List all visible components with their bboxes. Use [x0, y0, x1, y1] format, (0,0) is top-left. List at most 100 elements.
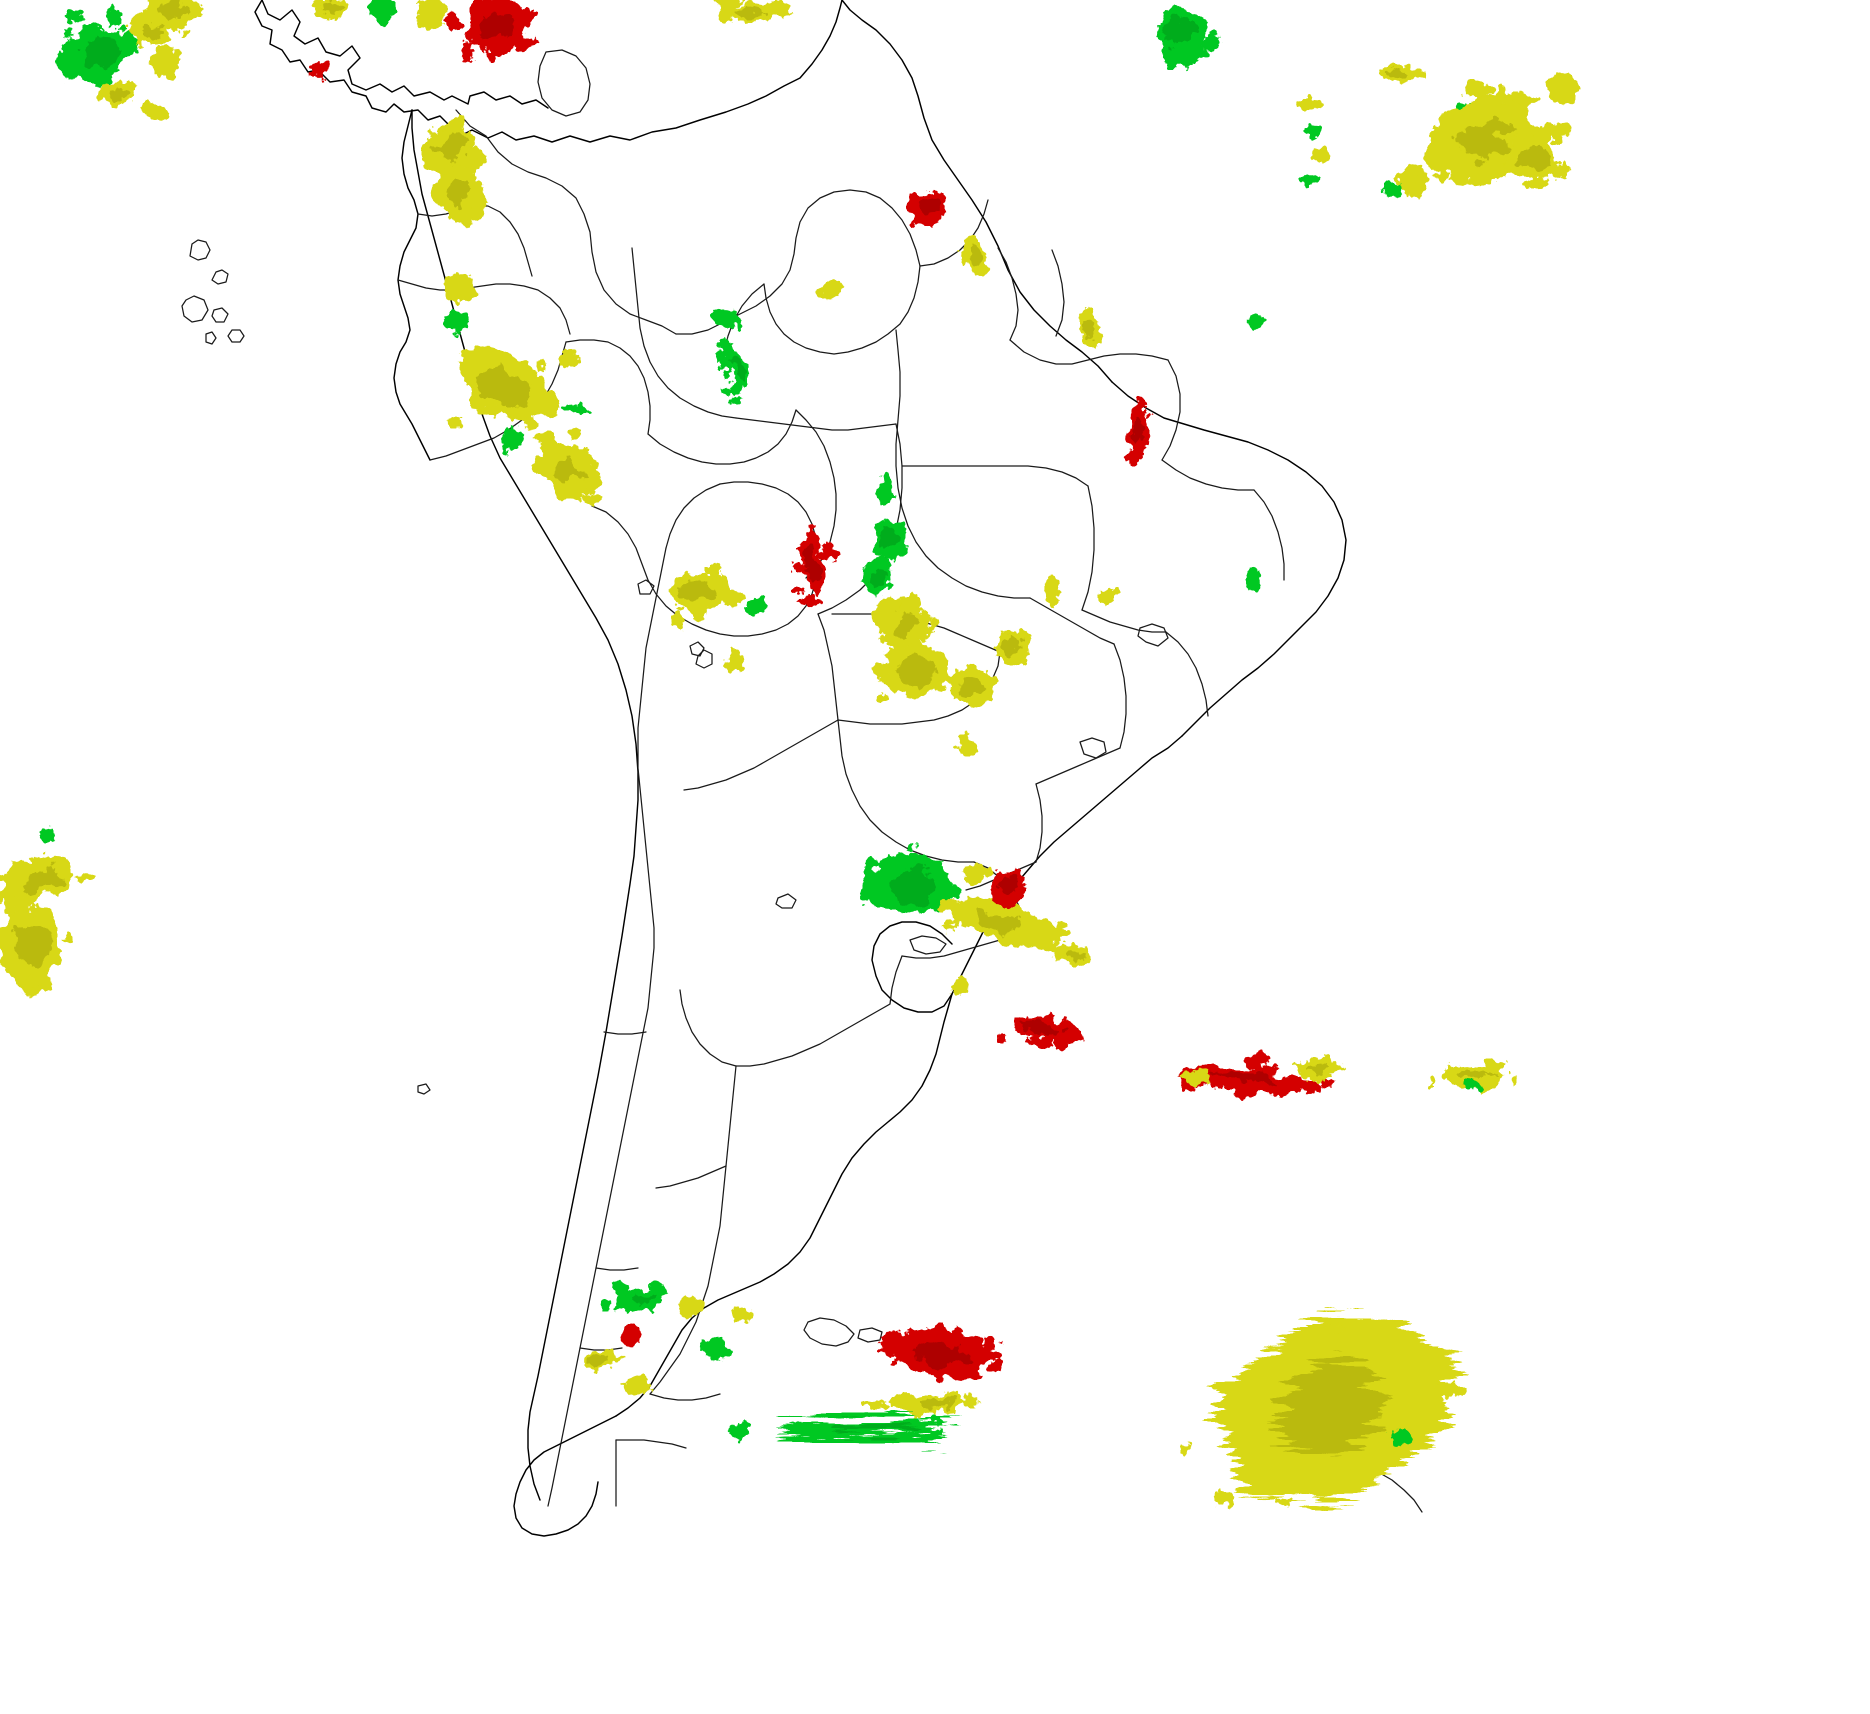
patch-patagonia-yellow-4-core: [625, 1373, 652, 1397]
patch-brazil-yellow-2: [1096, 588, 1121, 605]
patch-paraguay-yellow-5-core: [955, 731, 976, 758]
patch-patagonia-green-2-core: [698, 1337, 731, 1360]
patch-paraguay-yellow-4-dense: [1002, 635, 1022, 657]
patch-sw-pacific-yellow-1-dense: [22, 867, 61, 894]
patch-matogrosso-green-2: [874, 520, 907, 561]
patch-bolivia-yellow-1-dense: [551, 456, 586, 487]
patch-ne-atlantic-green-1-dense: [1163, 17, 1194, 47]
patch-malvinas-red-1: [878, 1326, 1004, 1380]
patch-southern-green-1-speck-0: [729, 1421, 752, 1441]
patch-atlantic-yellow-2-dense: [1306, 1063, 1332, 1076]
patch-uruguay-red-1: [990, 868, 1027, 908]
patch-pacific-nw-yellow-5-core: [148, 44, 181, 78]
patch-southern-yellow-1-speck-0: [864, 1400, 890, 1410]
patch-ne-brazil-red-1-speck-3: [1127, 450, 1140, 468]
patch-chaco-yellow-1-speck-2: [720, 589, 745, 607]
patch-centralam-yellow-1: [309, 0, 350, 20]
patch-antarctic-yellow-2-core: [1436, 1381, 1467, 1399]
patch-peru-yellow-1-speck-3: [484, 402, 504, 417]
patch-guyana-red-1-dense: [918, 197, 941, 217]
patch-caribbean-yellow-2: [714, 0, 746, 8]
patch-patagonia-red-1-core: [621, 1324, 641, 1348]
patch-amazon-yellow-1: [819, 280, 844, 300]
patch-centralam-green-1: [366, 0, 395, 24]
patch-patagonia-yellow-1: [678, 1296, 705, 1317]
patch-peru-yellow-1-dense: [479, 369, 532, 406]
patch-ne-brazil-green-1-core: [1250, 313, 1265, 329]
patch-centralam-yellow-2-core: [414, 0, 448, 30]
patch-ne-atlantic-yellow-7-speck-4: [1416, 170, 1423, 181]
patch-southern-yellow-1-speck-4: [966, 1395, 979, 1406]
patch-southern-green-1-dense: [833, 1421, 923, 1435]
patch-caribbean-yellow-1-dense: [736, 8, 766, 18]
patch-ne-atlantic-yellow-5: [1311, 146, 1330, 163]
patch-sw-pacific-yellow-2-speck-4: [7, 908, 25, 914]
patch-uruguay-yellow-1-dense: [971, 908, 1023, 933]
patch-southern-green-1: [729, 1415, 961, 1444]
patch-sw-pacific-yellow-2-speck-3: [60, 933, 75, 943]
patch-ne-atlantic-green-1-speck-3: [1202, 30, 1221, 52]
patch-ne-atlantic-green-1-speck-2: [1167, 60, 1178, 68]
patch-ne-atlantic-yellow-4: [1547, 71, 1583, 105]
patch-ne-atlantic-yellow-8-speck-1: [1559, 162, 1570, 178]
patch-bolivia-red-1-dense: [803, 545, 819, 587]
patch-costarica-red-1: [307, 61, 330, 79]
patch-argentina-green-1: [861, 841, 960, 914]
patch-atlantic-yellow-3-speck-4: [1428, 1075, 1436, 1087]
patch-ne-atlantic-green-4: [1298, 174, 1321, 186]
patch-amazon-green-2-speck-1: [717, 348, 729, 365]
patch-atlantic-yellow-3-speck-0: [1476, 1075, 1499, 1092]
patch-argentina-green-1-speck-1: [908, 841, 917, 854]
patch-paraguay-yellow-1-dense: [894, 610, 924, 635]
patch-atlantic-red-1-speck-0: [999, 1031, 1008, 1043]
patch-amazon-green-1: [712, 308, 739, 329]
patch-amazon-green-2: [717, 319, 752, 405]
patch-amazon-green-2-speck-3: [730, 380, 744, 396]
patch-pacific-nw-yellow-3-dense: [109, 88, 131, 100]
patch-ne-brazil-red-1-dense: [1132, 418, 1144, 446]
patch-se-brazil-green-1: [1248, 568, 1261, 593]
patch-atlantic-red-3-core: [1245, 1053, 1269, 1072]
patch-colombia-yellow-2-speck-0: [443, 165, 455, 176]
patch-patagonia-green-2: [698, 1337, 731, 1360]
patch-matogrosso-green-1-core: [878, 471, 895, 503]
patch-ne-atlantic-yellow-2-core: [1463, 82, 1493, 98]
patch-pacific-nw-green-1-speck-0: [64, 29, 74, 37]
patch-patagonia-green-1: [599, 1281, 668, 1312]
patch-patagonia-green-1-speck-0: [613, 1281, 631, 1293]
patch-pacific-nw-yellow-3: [96, 80, 137, 106]
patch-sw-pacific-green-1: [37, 828, 57, 844]
patch-ne-atlantic-green-5: [1382, 183, 1404, 197]
patch-ecuador-yellow-1-core: [445, 272, 475, 302]
patch-amazon-green-2-speck-4: [719, 338, 734, 349]
patch-brazil-yellow-1: [1044, 576, 1060, 609]
patch-chaco-yellow-2-core: [723, 650, 744, 672]
patch-bolivia-red-1-speck-1: [791, 564, 810, 572]
patch-pacific-nw-green-1-speck-3: [64, 10, 84, 23]
patch-ecuador-yellow-1: [445, 272, 475, 302]
patch-atlantic-yellow-1-core: [1182, 1067, 1208, 1084]
patch-atlantic-green-1: [1463, 1079, 1485, 1090]
patch-paraguay-yellow-2-speck-3: [871, 662, 885, 678]
patch-bolivia-yellow-1-speck-2: [567, 429, 580, 439]
patch-atlantic-green-1-core: [1463, 1079, 1485, 1090]
patch-chaco-yellow-2: [723, 650, 744, 672]
patch-bolivia-green-1: [565, 402, 589, 417]
patch-colombia-red-1-speck-5: [444, 13, 459, 31]
patch-colombia-red-1-speck-1: [517, 6, 530, 25]
patch-pacific-nw-green-1-speck-1: [106, 7, 121, 28]
patch-colombia-red-1-speck-0: [515, 37, 539, 49]
patch-se-brazil-green-1-core: [1248, 568, 1261, 593]
patch-bolivia-red-1-speck-2: [819, 542, 837, 562]
patch-bolivia-yellow-1-speck-3: [542, 431, 557, 452]
patch-antarctic-green-1: [1388, 1429, 1412, 1446]
patch-uruguay-yellow-1-speck-3: [1053, 919, 1066, 938]
patch-paraguay-yellow-1-speck-4: [899, 596, 923, 615]
patch-chaco-yellow-1-speck-4: [671, 577, 682, 586]
patch-ne-brazil-yellow-1: [1080, 307, 1101, 351]
distribution-patch-layer: [0, 0, 1583, 1508]
patch-ne-atlantic-yellow-7-speck-1: [1513, 93, 1538, 108]
patch-ne-atlantic-yellow-8-speck-0: [1533, 127, 1549, 144]
patch-atlantic-red-1-speck-4: [1030, 1036, 1047, 1046]
patch-uruguay-yellow-2: [962, 863, 991, 885]
